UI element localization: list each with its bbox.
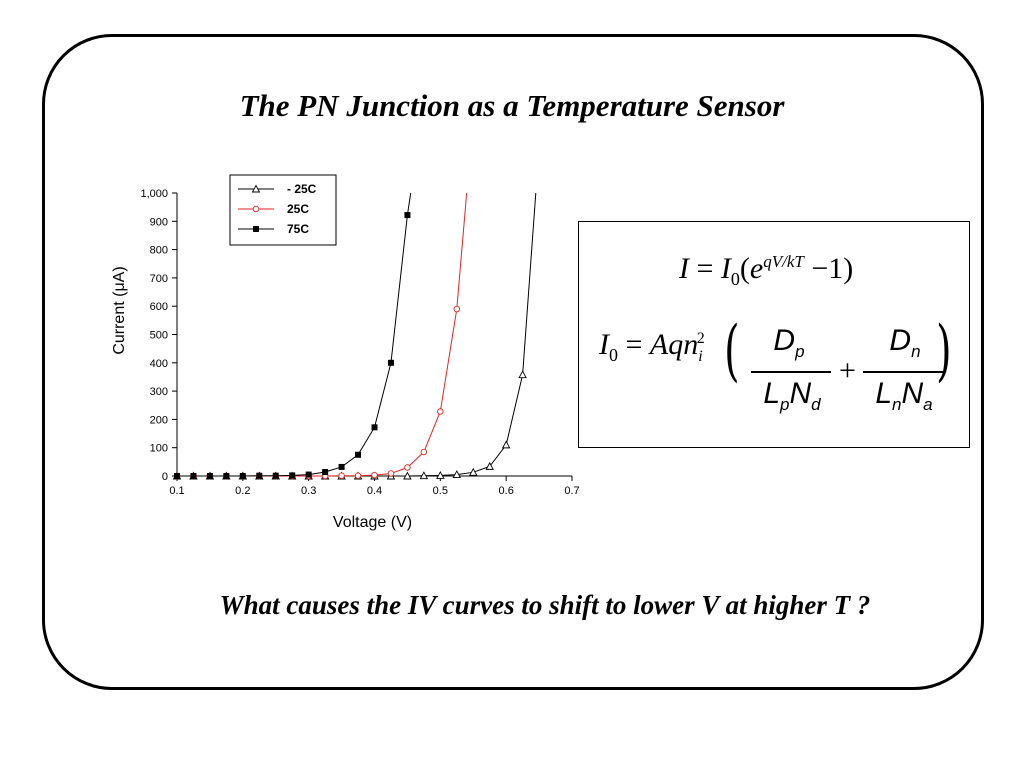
data-point-s2 [322,469,329,476]
data-point-s1 [387,470,395,477]
legend-box [229,174,337,246]
data-point-s2 [223,473,230,479]
x-tick-label: 0.7 [564,485,579,497]
right-paren: ) [936,312,952,389]
data-point-s0 [452,470,462,479]
data-point-s2 [256,472,263,479]
eq2-prefix: Aqn [649,328,699,361]
series-line-2 [177,192,412,477]
data-point-s2 [174,473,180,479]
x-tick-label: 0.2 [235,485,250,497]
slide-title: The PN Junction as a Temperature Sensor [239,88,785,123]
den2-a-sub: n [892,395,902,414]
fraction-2-denominator: LnNa [859,377,949,415]
y-tick-label: 0 [162,471,168,483]
fraction-2-numerator: Dn [861,324,949,362]
y-tick-label: 500 [150,330,168,342]
y-tick-label: 800 [150,245,168,257]
den1-b-sub: d [811,395,821,414]
eq1-i0: I [720,252,731,285]
den2-b: N [901,377,924,410]
y-tick-label: 1,000 [140,188,168,200]
x-tick-label: 0.5 [433,485,448,497]
slide-question: What causes the IV curves to shift to lo… [219,590,871,620]
den1-a: L [763,377,781,410]
y-tick-label: 700 [150,273,168,285]
den1-a-sub: p [780,395,790,414]
x-axis-label: Voltage (V) [333,514,412,531]
y-tick-label: 600 [150,301,168,313]
data-point-s1 [338,472,345,479]
num1: D [773,324,796,357]
eq2-lhs: I [599,328,609,361]
x-tick-label: 0.3 [301,485,316,497]
eq2-lhs-sub: 0 [609,345,618,365]
equation-box: I = I0(eqV/kT −1) I0 = Aqni2 ( Dp LpNd +… [578,221,970,448]
y-tick-label: 900 [150,216,168,228]
data-point-s1 [437,408,444,415]
y-tick-label: 300 [150,386,168,398]
legend-marker [251,184,261,193]
data-point-s0 [468,467,478,476]
data-point-s2 [289,472,296,479]
data-point-s2 [371,424,378,431]
data-point-s0 [518,370,527,379]
data-point-s2 [272,472,279,479]
eq1-minus-one: −1 [811,252,844,285]
legend-label: 75C [287,222,309,236]
data-point-s0 [403,471,412,480]
den2-b-sub: a [923,395,933,414]
data-point-s1 [354,472,362,479]
legend-marker [253,226,259,232]
saturation-current-equation: I0 = Aqni2 [599,328,705,365]
y-tick-label: 200 [150,414,168,426]
fraction-1-denominator: LpNd [747,377,837,415]
y-axis-label: Current (μA) [111,266,128,354]
eq2-ni-sup: 2 [696,330,705,347]
y-tick-label: 400 [150,358,168,370]
x-tick-label: 0.6 [499,485,514,497]
eq1-lhs: I [679,252,689,285]
data-point-s0 [485,461,494,470]
y-tick-label: 100 [150,443,168,455]
data-point-s2 [190,473,197,479]
data-point-s2 [206,473,213,479]
data-point-s1 [371,471,378,479]
x-tick-label: 0.1 [169,485,184,497]
data-point-s0 [419,471,429,480]
plus-sign: + [839,354,856,387]
eq1-i0-sub: 0 [730,269,740,289]
num2: D [889,324,912,357]
legend-label: - 25C [287,182,317,196]
den1-b: N [789,377,812,410]
legend-marker [252,205,260,213]
eq1-base: e [749,252,764,285]
den2-a: L [875,377,893,410]
data-point-s0 [436,470,445,479]
data-point-s0 [501,440,511,449]
data-point-s1 [404,464,411,471]
data-point-s2 [355,451,362,458]
fraction-2-line [863,371,945,373]
fraction-1-line [751,371,831,373]
data-point-s2 [305,471,312,478]
left-paren: ( [724,312,740,389]
slide-frame [42,34,984,690]
data-point-s2 [239,473,246,479]
data-point-s2 [404,212,411,219]
data-point-s2 [387,359,394,366]
num1-sub: p [795,342,805,361]
data-point-s1 [453,305,461,313]
x-tick-label: 0.4 [367,485,382,497]
legend-label: 25C [287,202,309,216]
num2-sub: n [911,342,921,361]
diode-equation: I = I0(eqV/kT −1) [679,252,854,289]
eq2-ni-sub: i [698,348,703,365]
data-point-s1 [420,448,428,456]
eq1-exponent: qV/kT [763,252,804,271]
fraction-1-numerator: Dp [747,324,831,362]
data-point-s2 [338,463,345,470]
